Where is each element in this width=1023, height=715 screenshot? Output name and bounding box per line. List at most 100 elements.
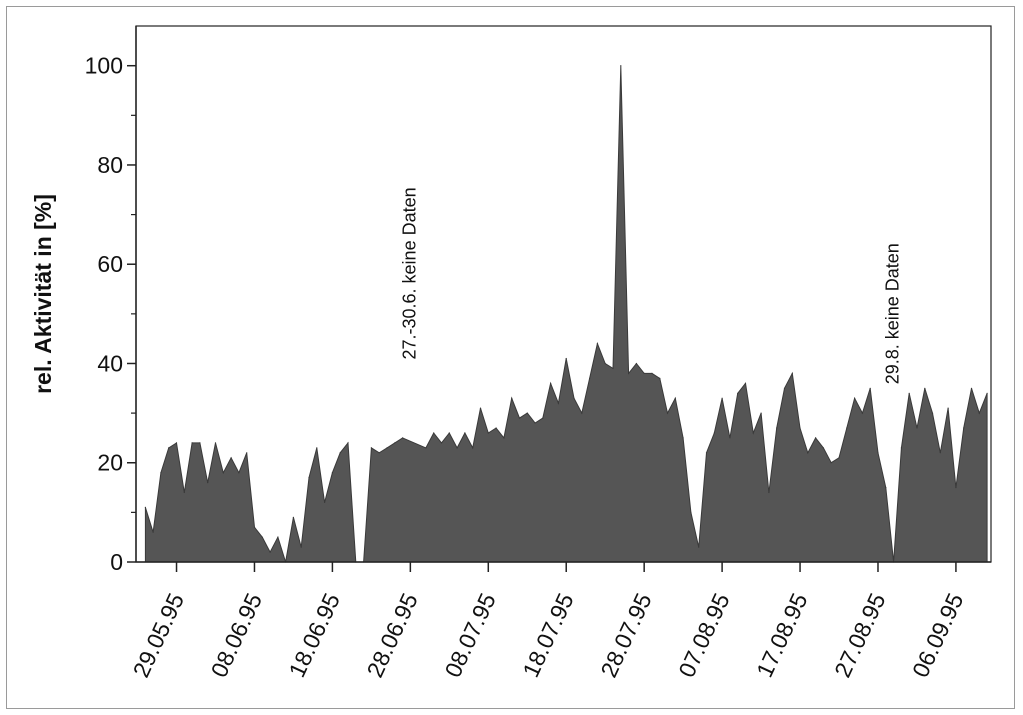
data-point: [939, 452, 941, 454]
data-point: [737, 392, 739, 394]
data-point: [261, 536, 263, 538]
data-point: [744, 382, 747, 384]
data-point: [207, 482, 209, 484]
x-axis-ticks: 29.05.95 08.06.95 18.06.95 28.06.95 08.07.95…: [128, 562, 968, 681]
data-point: [339, 452, 341, 454]
data-point: [300, 546, 302, 548]
data-point: [402, 437, 404, 439]
data-point: [238, 472, 240, 474]
data-point: [534, 422, 536, 424]
data-point: [550, 382, 552, 384]
data-point: [269, 551, 271, 553]
data-point: [963, 427, 965, 429]
data-point: [799, 427, 801, 429]
y-tick-label: 100: [85, 53, 123, 79]
y-tick-label: 40: [97, 350, 123, 376]
data-point: [955, 487, 957, 489]
data-point: [581, 412, 583, 414]
data-point: [292, 516, 294, 518]
y-tick-label: 0: [110, 549, 123, 575]
data-point: [511, 397, 513, 399]
data-point: [316, 447, 318, 449]
data-point: [612, 367, 614, 369]
data-point: [433, 432, 435, 434]
data-point: [324, 501, 326, 503]
data-point: [456, 447, 458, 449]
data-point: [791, 372, 793, 374]
data-point: [970, 387, 973, 389]
data-point: [822, 447, 825, 449]
data-point: [807, 452, 809, 454]
data-point: [230, 457, 232, 459]
data-point: [487, 432, 489, 434]
data-point: [168, 447, 170, 449]
y-axis-ticks: 0 20 40 60 80 100: [85, 53, 136, 575]
data-point: [900, 447, 903, 449]
x-tick-label: 27.08.95: [829, 589, 890, 681]
data-point: [425, 447, 427, 449]
x-tick-label: 29.05.95: [128, 589, 189, 681]
y-tick-label: 20: [97, 450, 123, 476]
y-tick-label: 80: [97, 152, 123, 178]
annotation-no-data-june: 27.-30.6. keine Daten: [399, 187, 419, 359]
activity-area-chart: 0 20 40 60 80 100 29.05.95 08.06.95 18.06.95 28.…: [30, 25, 992, 681]
data-point: [518, 417, 521, 419]
data-point: [175, 442, 178, 444]
data-point: [846, 427, 848, 429]
data-point: [854, 397, 856, 399]
data-point: [947, 407, 949, 409]
data-point: [331, 472, 333, 474]
data-point: [768, 491, 770, 494]
x-tick-label: 28.06.95: [361, 589, 422, 681]
data-point: [557, 402, 560, 404]
data-point: [830, 462, 832, 464]
data-point: [861, 412, 864, 414]
data-point: [659, 377, 661, 379]
data-point: [713, 432, 715, 434]
data-point: [783, 387, 786, 389]
data-point: [191, 442, 193, 444]
data-point: [214, 442, 217, 444]
x-tick-label: 07.08.95: [673, 589, 734, 681]
data-point: [682, 437, 684, 439]
data-point: [589, 377, 591, 379]
data-point: [386, 447, 388, 449]
data-point: [815, 437, 817, 439]
data-point: [729, 437, 731, 439]
x-tick-label: 17.08.95: [751, 589, 812, 681]
data-point: [472, 447, 474, 449]
data-point: [705, 452, 708, 454]
data-point: [721, 397, 723, 399]
data-point: [620, 65, 622, 67]
x-tick-label: 28.07.95: [595, 589, 656, 681]
data-point: [378, 452, 380, 454]
area-series-layer: [144, 65, 988, 563]
data-point: [370, 447, 372, 449]
y-axis-label: rel. Aktivität in [%]: [30, 194, 56, 394]
data-point: [908, 392, 910, 394]
data-point: [877, 452, 879, 454]
data-point: [924, 387, 926, 389]
data-point: [628, 372, 630, 374]
data-point: [885, 487, 887, 489]
data-point: [643, 372, 645, 374]
data-point: [565, 357, 567, 360]
data-point: [978, 412, 980, 414]
x-tick-label: 08.06.95: [206, 589, 267, 681]
data-point: [222, 472, 224, 474]
data-point: [464, 432, 466, 434]
data-point: [253, 526, 256, 528]
x-tick-label: 08.07.95: [439, 589, 500, 681]
data-point: [674, 397, 676, 399]
data-point: [651, 372, 653, 374]
data-point: [604, 362, 606, 365]
chart-frame: 0 20 40 60 80 100 29.05.95 08.06.95 18.06.95 28.…: [6, 6, 1015, 709]
data-point: [144, 506, 146, 508]
data-point: [838, 457, 840, 459]
x-tick-label: 06.09.95: [907, 589, 968, 681]
data-point: [986, 392, 988, 394]
data-point: [596, 343, 599, 345]
data-point: [573, 397, 575, 399]
data-point: [690, 511, 692, 513]
data-point: [347, 442, 349, 444]
